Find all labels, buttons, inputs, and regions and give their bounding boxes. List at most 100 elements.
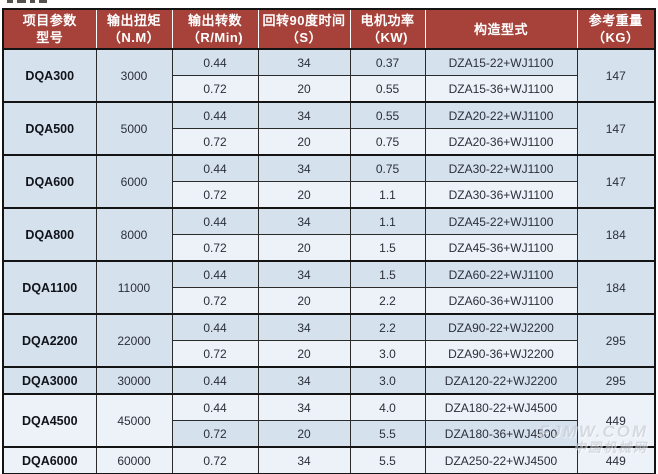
power-cell: 5.5: [349, 446, 426, 474]
time-cell: 20: [257, 287, 351, 315]
time-cell: 20: [257, 420, 351, 448]
table-row: 0.72 20 0.55 DZA15-36+WJ1100: [3, 75, 655, 103]
weight-cell: 184: [576, 207, 656, 262]
type-cell: DZA60-36+WJ1100: [424, 287, 578, 315]
weight-cell: 449: [576, 446, 656, 474]
model-cell: DQA2200: [2, 313, 97, 368]
table-row: DQA6000 60000 0.72 34 5.5 DZA250-22+WJ4500 449: [2, 446, 656, 474]
time-cell: 34: [257, 207, 351, 235]
header-line: （N.M）: [107, 30, 161, 45]
type-cell: DZA45-36+WJ1100: [424, 234, 578, 262]
type-cell: DZA20-22+WJ1100: [424, 101, 578, 129]
power-cell: 2.2: [349, 287, 426, 315]
time-cell: 34: [257, 366, 351, 395]
time-cell: 20: [257, 181, 351, 209]
speed-cell: 0.44: [171, 393, 259, 421]
speed-cell: 0.44: [171, 260, 259, 288]
type-cell: DZA120-22+WJ2200: [424, 366, 578, 395]
time-cell: 20: [257, 340, 351, 368]
weight-cell: 295: [576, 313, 656, 368]
type-cell: DZA180-36+WJ4500: [424, 420, 578, 448]
header-line: 型号: [36, 30, 64, 45]
speed-cell: 0.72: [171, 340, 259, 368]
type-cell: DZA45-22+WJ1100: [424, 207, 578, 235]
power-cell: 0.75: [349, 128, 426, 156]
time-cell: 34: [257, 48, 351, 76]
type-cell: DZA180-22+WJ4500: [424, 393, 578, 421]
model-cell: DQA600: [2, 154, 97, 209]
table-row: DQA1100 11000 0.44 34 1.5 DZA60-22+WJ1100 184: [2, 260, 656, 315]
col-header-time: 回转90度时间 （S）: [258, 9, 351, 50]
model-cell: DQA6000: [2, 446, 97, 474]
model-cell: DQA4500: [2, 393, 97, 448]
header-line: （S）: [285, 30, 323, 45]
type-cell: DZA15-22+WJ1100: [424, 48, 578, 76]
model-cell: DQA3000: [2, 366, 97, 395]
header-line: 输出扭矩: [106, 13, 161, 28]
speed-cell: 0.44: [171, 154, 259, 182]
type-cell: DZA250-22+WJ4500: [424, 446, 578, 474]
time-cell: 34: [257, 101, 351, 129]
model-cell: DQA1100: [2, 260, 97, 315]
header-line: 构造型式: [473, 21, 528, 37]
time-cell: 20: [257, 234, 351, 262]
type-cell: DZA90-36+WJ2200: [424, 340, 578, 368]
table-row: DQA4500 45000 0.44 34 4.0 DZA180-22+WJ4500 449: [2, 393, 656, 448]
table-row: DQA500 5000 0.44 34 0.55 DZA20-22+WJ1100 147: [2, 101, 656, 156]
speed-cell: 0.44: [171, 48, 259, 76]
type-cell: DZA30-36+WJ1100: [424, 181, 578, 209]
speed-cell: 0.72: [171, 287, 259, 315]
table-row: 0.72 20 1.1 DZA30-36+WJ1100: [3, 181, 655, 209]
header-row: 项目参数 型号 输出扭矩 （N.M） 输出转数 （R/Min) 回转90度时间 …: [3, 9, 655, 50]
table-row: DQA600 6000 0.44 34 0.75 DZA30-22+WJ1100 147: [2, 154, 656, 209]
table-row: 0.72 20 0.75 DZA20-36+WJ1100: [3, 128, 655, 156]
time-cell: 34: [257, 313, 351, 341]
col-header-speed: 输出转数 （R/Min): [172, 9, 259, 50]
torque-cell: 30000: [95, 366, 173, 395]
type-cell: DZA20-36+WJ1100: [424, 128, 578, 156]
power-cell: 0.55: [349, 75, 426, 103]
speed-cell: 0.72: [171, 128, 259, 156]
speed-cell: 0.44: [171, 313, 259, 341]
clipped-text-remnant: [7, 0, 67, 4]
torque-cell: 6000: [95, 154, 173, 209]
power-cell: 1.1: [349, 207, 426, 235]
weight-cell: 295: [576, 366, 656, 395]
speed-cell: 0.72: [171, 75, 259, 103]
type-cell: DZA90-22+WJ2200: [424, 313, 578, 341]
torque-cell: 60000: [95, 446, 173, 474]
torque-cell: 5000: [95, 101, 173, 156]
header-line: （R/Min): [186, 30, 244, 45]
time-cell: 20: [257, 75, 351, 103]
speed-cell: 0.72: [171, 446, 259, 474]
power-cell: 0.75: [349, 154, 426, 182]
model-cell: DQA800: [2, 207, 97, 262]
col-header-power: 电机功率 （KW): [350, 9, 426, 50]
power-cell: 3.0: [349, 340, 426, 368]
spec-table-body: DQA300 3000 0.44 34 0.37 DZA15-22+WJ1100 147 0.…: [2, 48, 656, 474]
speed-cell: 0.72: [171, 234, 259, 262]
power-cell: 0.55: [349, 101, 426, 129]
time-cell: 34: [257, 154, 351, 182]
header-line: 参考重量: [588, 13, 643, 28]
torque-cell: 8000: [95, 207, 173, 262]
type-cell: DZA15-36+WJ1100: [424, 75, 578, 103]
type-cell: DZA30-22+WJ1100: [424, 154, 578, 182]
time-cell: 34: [257, 446, 351, 474]
table-row: 0.72 20 5.5 DZA180-36+WJ4500: [3, 420, 655, 448]
time-cell: 34: [257, 393, 351, 421]
model-cell: DQA300: [2, 48, 97, 103]
table-row: DQA3000 30000 0.44 34 3.0 DZA120-22+WJ2200 295: [2, 366, 656, 395]
speed-cell: 0.44: [171, 101, 259, 129]
speed-cell: 0.44: [171, 207, 259, 235]
spec-table: 项目参数 型号 输出扭矩 （N.M） 输出转数 （R/Min) 回转90度时间 …: [2, 8, 656, 474]
table-row: DQA800 8000 0.44 34 1.1 DZA45-22+WJ1100 184: [2, 207, 656, 262]
type-cell: DZA60-22+WJ1100: [424, 260, 578, 288]
torque-cell: 3000: [95, 48, 173, 103]
weight-cell: 184: [576, 260, 656, 315]
header-line: 项目参数: [22, 13, 77, 28]
weight-cell: 449: [576, 393, 656, 448]
power-cell: 1.1: [349, 181, 426, 209]
table-row: DQA2200 22000 0.44 34 2.2 DZA90-22+WJ2200 295: [2, 313, 656, 368]
